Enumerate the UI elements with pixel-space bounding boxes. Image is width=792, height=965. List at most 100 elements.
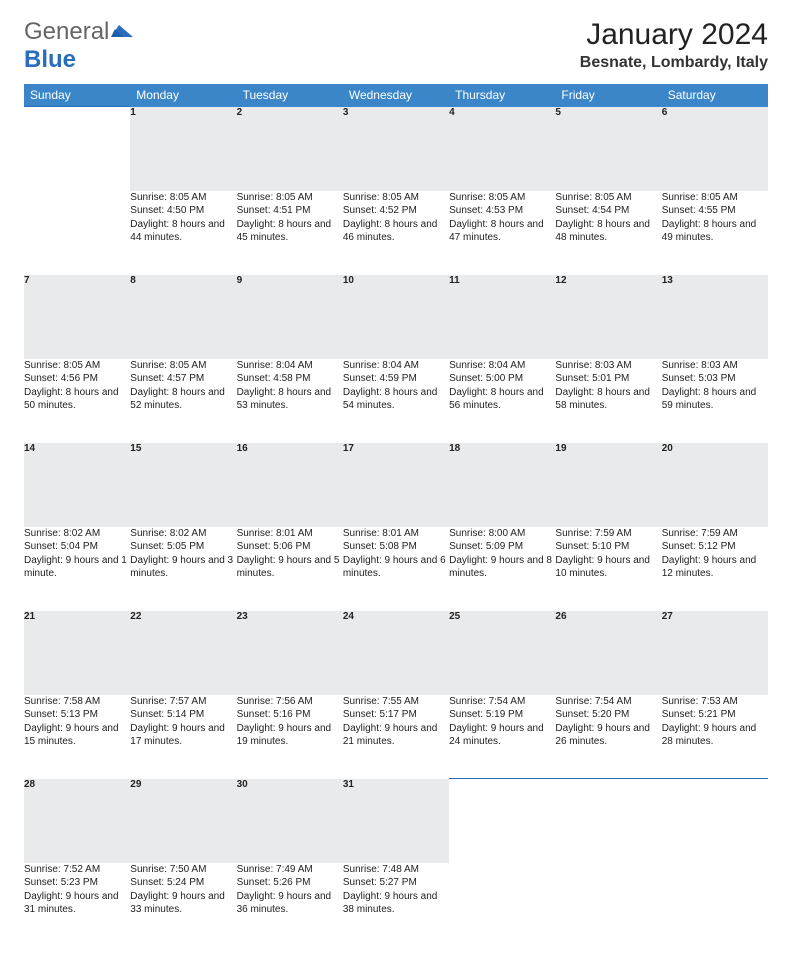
sunrise-line: Sunrise: 7:57 AM bbox=[130, 695, 236, 709]
day-content-cell: Sunrise: 7:50 AMSunset: 5:24 PMDaylight:… bbox=[130, 863, 236, 947]
weekday-header: Saturday bbox=[662, 84, 768, 107]
sunset-line: Sunset: 5:17 PM bbox=[343, 708, 449, 722]
day-number-cell: 6 bbox=[662, 107, 768, 191]
weekday-header: Sunday bbox=[24, 84, 130, 107]
daylight-line: Daylight: 9 hours and 6 minutes. bbox=[343, 554, 449, 581]
daylight-line: Daylight: 8 hours and 53 minutes. bbox=[237, 386, 343, 413]
day-number-row: 14151617181920 bbox=[24, 443, 768, 527]
day-content-cell: Sunrise: 8:02 AMSunset: 5:05 PMDaylight:… bbox=[130, 527, 236, 611]
sunrise-line: Sunrise: 7:48 AM bbox=[343, 863, 449, 877]
sunset-line: Sunset: 4:53 PM bbox=[449, 204, 555, 218]
daylight-line: Daylight: 8 hours and 49 minutes. bbox=[662, 218, 768, 245]
daylight-line: Daylight: 8 hours and 59 minutes. bbox=[662, 386, 768, 413]
day-number-cell: 16 bbox=[237, 443, 343, 527]
sunset-line: Sunset: 5:23 PM bbox=[24, 876, 130, 890]
day-content-cell: Sunrise: 8:05 AMSunset: 4:50 PMDaylight:… bbox=[130, 191, 236, 275]
sunset-line: Sunset: 5:03 PM bbox=[662, 372, 768, 386]
daylight-line: Daylight: 9 hours and 26 minutes. bbox=[555, 722, 661, 749]
day-number-cell: 31 bbox=[343, 779, 449, 863]
sunrise-line: Sunrise: 7:56 AM bbox=[237, 695, 343, 709]
sunset-line: Sunset: 5:19 PM bbox=[449, 708, 555, 722]
day-number-cell: 20 bbox=[662, 443, 768, 527]
daylight-line: Daylight: 9 hours and 8 minutes. bbox=[449, 554, 555, 581]
day-content-cell: Sunrise: 8:03 AMSunset: 5:01 PMDaylight:… bbox=[555, 359, 661, 443]
day-number-cell: 3 bbox=[343, 107, 449, 191]
sunrise-line: Sunrise: 7:59 AM bbox=[555, 527, 661, 541]
day-content-cell: Sunrise: 7:48 AMSunset: 5:27 PMDaylight:… bbox=[343, 863, 449, 947]
day-content-cell: Sunrise: 8:02 AMSunset: 5:04 PMDaylight:… bbox=[24, 527, 130, 611]
day-content-cell: Sunrise: 7:59 AMSunset: 5:12 PMDaylight:… bbox=[662, 527, 768, 611]
logo-text-blue: Blue bbox=[24, 46, 76, 73]
day-number-cell: 9 bbox=[237, 275, 343, 359]
sunset-line: Sunset: 5:16 PM bbox=[237, 708, 343, 722]
day-content-cell: Sunrise: 8:05 AMSunset: 4:57 PMDaylight:… bbox=[130, 359, 236, 443]
sunrise-line: Sunrise: 7:55 AM bbox=[343, 695, 449, 709]
daylight-line: Daylight: 8 hours and 44 minutes. bbox=[130, 218, 236, 245]
daylight-line: Daylight: 8 hours and 56 minutes. bbox=[449, 386, 555, 413]
day-content-row: Sunrise: 8:05 AMSunset: 4:56 PMDaylight:… bbox=[24, 359, 768, 443]
daylight-line: Daylight: 8 hours and 45 minutes. bbox=[237, 218, 343, 245]
sunrise-line: Sunrise: 8:04 AM bbox=[449, 359, 555, 373]
calendar-table: SundayMondayTuesdayWednesdayThursdayFrid… bbox=[24, 84, 768, 947]
sunset-line: Sunset: 4:55 PM bbox=[662, 204, 768, 218]
day-content-cell: Sunrise: 8:05 AMSunset: 4:52 PMDaylight:… bbox=[343, 191, 449, 275]
day-content-cell: Sunrise: 8:00 AMSunset: 5:09 PMDaylight:… bbox=[449, 527, 555, 611]
day-content-cell: Sunrise: 7:53 AMSunset: 5:21 PMDaylight:… bbox=[662, 695, 768, 779]
day-content-cell: Sunrise: 8:05 AMSunset: 4:55 PMDaylight:… bbox=[662, 191, 768, 275]
day-content-cell: Sunrise: 8:05 AMSunset: 4:51 PMDaylight:… bbox=[237, 191, 343, 275]
day-content-cell: Sunrise: 8:05 AMSunset: 4:53 PMDaylight:… bbox=[449, 191, 555, 275]
day-content-cell: Sunrise: 7:56 AMSunset: 5:16 PMDaylight:… bbox=[237, 695, 343, 779]
day-content-cell: Sunrise: 7:52 AMSunset: 5:23 PMDaylight:… bbox=[24, 863, 130, 947]
daylight-line: Daylight: 9 hours and 5 minutes. bbox=[237, 554, 343, 581]
sunrise-line: Sunrise: 7:50 AM bbox=[130, 863, 236, 877]
day-content-cell bbox=[662, 863, 768, 947]
sunrise-line: Sunrise: 7:52 AM bbox=[24, 863, 130, 877]
day-number-cell: 11 bbox=[449, 275, 555, 359]
day-content-cell: Sunrise: 7:58 AMSunset: 5:13 PMDaylight:… bbox=[24, 695, 130, 779]
day-number-cell: 22 bbox=[130, 611, 236, 695]
daylight-line: Daylight: 9 hours and 24 minutes. bbox=[449, 722, 555, 749]
day-content-cell: Sunrise: 7:57 AMSunset: 5:14 PMDaylight:… bbox=[130, 695, 236, 779]
day-number-cell bbox=[24, 107, 130, 191]
sunset-line: Sunset: 5:05 PM bbox=[130, 540, 236, 554]
day-number-cell: 10 bbox=[343, 275, 449, 359]
day-content-cell bbox=[24, 191, 130, 275]
weekday-header: Monday bbox=[130, 84, 236, 107]
daylight-line: Daylight: 9 hours and 12 minutes. bbox=[662, 554, 768, 581]
sunrise-line: Sunrise: 7:58 AM bbox=[24, 695, 130, 709]
daylight-line: Daylight: 8 hours and 48 minutes. bbox=[555, 218, 661, 245]
sunrise-line: Sunrise: 8:05 AM bbox=[24, 359, 130, 373]
sunset-line: Sunset: 4:57 PM bbox=[130, 372, 236, 386]
day-content-cell bbox=[449, 863, 555, 947]
sunset-line: Sunset: 5:09 PM bbox=[449, 540, 555, 554]
logo-text-general: General bbox=[24, 18, 109, 45]
sunset-line: Sunset: 5:06 PM bbox=[237, 540, 343, 554]
sunset-line: Sunset: 4:50 PM bbox=[130, 204, 236, 218]
daylight-line: Daylight: 9 hours and 1 minute. bbox=[24, 554, 130, 581]
day-content-cell bbox=[555, 863, 661, 947]
day-number-cell: 29 bbox=[130, 779, 236, 863]
sunset-line: Sunset: 4:54 PM bbox=[555, 204, 661, 218]
day-number-cell: 15 bbox=[130, 443, 236, 527]
day-number-cell bbox=[555, 779, 661, 863]
sunrise-line: Sunrise: 8:05 AM bbox=[130, 191, 236, 205]
daylight-line: Daylight: 8 hours and 46 minutes. bbox=[343, 218, 449, 245]
daylight-line: Daylight: 9 hours and 17 minutes. bbox=[130, 722, 236, 749]
day-number-cell: 7 bbox=[24, 275, 130, 359]
sunrise-line: Sunrise: 8:00 AM bbox=[449, 527, 555, 541]
day-number-cell: 8 bbox=[130, 275, 236, 359]
sunrise-line: Sunrise: 7:59 AM bbox=[662, 527, 768, 541]
daylight-line: Daylight: 9 hours and 31 minutes. bbox=[24, 890, 130, 917]
day-number-cell: 18 bbox=[449, 443, 555, 527]
day-number-cell: 17 bbox=[343, 443, 449, 527]
logo: General Blue bbox=[24, 18, 137, 74]
sunset-line: Sunset: 5:00 PM bbox=[449, 372, 555, 386]
weekday-header: Friday bbox=[555, 84, 661, 107]
weekday-header: Wednesday bbox=[343, 84, 449, 107]
sunset-line: Sunset: 5:01 PM bbox=[555, 372, 661, 386]
day-number-cell: 30 bbox=[237, 779, 343, 863]
day-content-cell: Sunrise: 7:54 AMSunset: 5:20 PMDaylight:… bbox=[555, 695, 661, 779]
day-content-cell: Sunrise: 8:04 AMSunset: 5:00 PMDaylight:… bbox=[449, 359, 555, 443]
sunrise-line: Sunrise: 8:05 AM bbox=[449, 191, 555, 205]
sunrise-line: Sunrise: 8:02 AM bbox=[130, 527, 236, 541]
